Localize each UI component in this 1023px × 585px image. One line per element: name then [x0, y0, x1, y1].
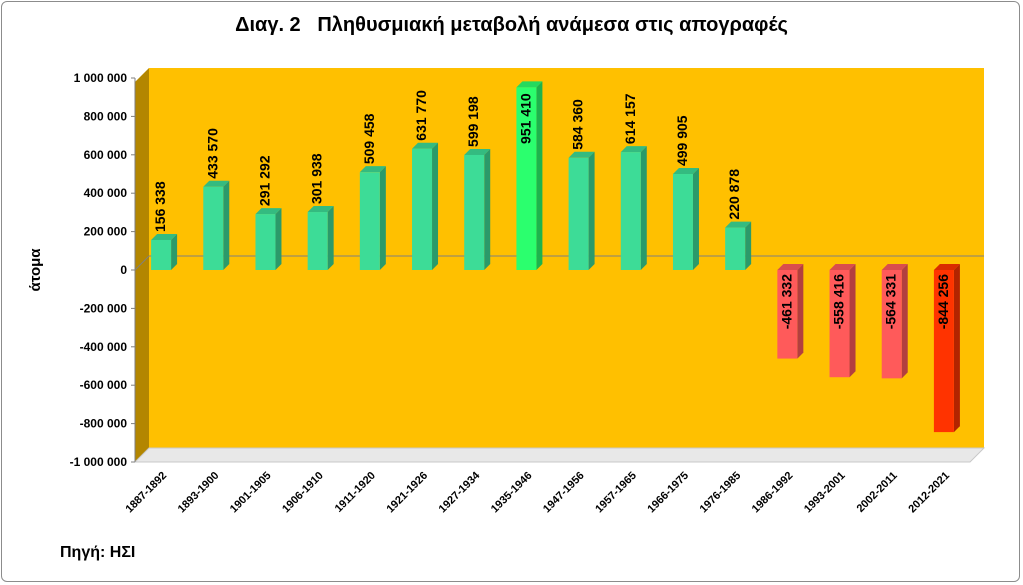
bar-top — [203, 180, 230, 187]
bar-side — [379, 166, 386, 270]
bar-side — [327, 206, 334, 270]
bar-side — [849, 264, 856, 378]
bar — [203, 186, 224, 270]
data-label: -564 331 — [883, 274, 899, 329]
bar-top — [881, 264, 908, 270]
bar — [777, 270, 798, 359]
x-tick-label: 1893-1900 — [176, 470, 222, 516]
data-label: 584 360 — [570, 99, 586, 150]
bar-top — [412, 142, 439, 149]
bar-top — [359, 166, 386, 173]
data-label: 509 458 — [361, 113, 377, 164]
y-axis-label: άτομα — [27, 248, 44, 292]
bar — [307, 212, 328, 270]
y-tick-label: 400 000 — [84, 186, 128, 200]
bar-top — [777, 264, 804, 270]
bar — [255, 214, 276, 270]
y-tick-label: 200 000 — [84, 225, 128, 239]
bar-side — [484, 148, 491, 270]
x-tick-label: 1887-1892 — [124, 470, 170, 516]
x-tick-label: 1966-1975 — [645, 470, 691, 516]
bar — [829, 270, 850, 378]
data-label: 291 292 — [256, 155, 272, 206]
data-label: -844 256 — [935, 274, 951, 329]
x-tick-label: 1901-1905 — [228, 470, 274, 516]
x-tick-label: 1911-1920 — [333, 470, 378, 515]
data-label: 499 905 — [674, 115, 690, 166]
data-label: -558 416 — [831, 274, 847, 329]
bar-side — [223, 180, 230, 270]
source-note: Πηγή: ΗΣΙ — [60, 544, 136, 561]
x-tick-label: 2012-2021 — [906, 470, 952, 516]
bar-top — [307, 206, 334, 213]
plot-back-wall — [149, 68, 984, 448]
data-label: -461 332 — [778, 274, 794, 329]
data-label: 951 410 — [517, 93, 533, 144]
bar — [568, 157, 589, 270]
data-label: 631 770 — [413, 90, 429, 141]
y-tick-label: -800 000 — [80, 417, 128, 431]
bar-side — [745, 221, 752, 270]
bar-top — [464, 148, 491, 155]
zero-line-side — [134, 255, 150, 271]
data-label: 301 938 — [309, 153, 325, 204]
x-tick-label: 1986-1992 — [750, 470, 796, 516]
bar-top — [933, 264, 960, 270]
bar — [151, 239, 172, 270]
y-tick-label: 1 000 000 — [74, 71, 128, 85]
y-tick-label: -200 000 — [80, 301, 128, 315]
x-tick-label: 1993-2001 — [802, 470, 848, 516]
bar-side — [171, 233, 178, 270]
bar-top — [620, 146, 647, 153]
x-tick-label: 1947-1956 — [541, 470, 587, 516]
x-tick-label: 2002-2011 — [855, 470, 900, 515]
y-tick-label: -600 000 — [80, 378, 128, 392]
bar — [516, 87, 537, 270]
bar — [620, 152, 641, 270]
bar-top — [725, 221, 752, 228]
x-tick-label: 1976-1985 — [698, 470, 744, 516]
bar-side — [692, 168, 699, 270]
x-tick-label: 1957-1965 — [593, 470, 639, 516]
bar-side — [432, 142, 439, 270]
plot-side-wall — [135, 68, 149, 462]
y-tick-label: -1 000 000 — [70, 455, 128, 469]
bar — [464, 154, 485, 270]
chart-title: Διαγ. 2 Πληθυσμιακή μεταβολή ανάμεσα στι… — [235, 14, 788, 36]
data-label: 220 878 — [726, 169, 742, 220]
bar-side — [901, 264, 908, 379]
bar-top — [255, 208, 282, 215]
bar-side — [953, 264, 960, 433]
data-label: 433 570 — [204, 128, 220, 179]
bar — [672, 174, 693, 270]
bar-top — [829, 264, 856, 270]
x-tick-label: 1906-1910 — [280, 470, 326, 516]
bar-side — [640, 146, 647, 270]
bar — [933, 270, 954, 433]
bar — [359, 172, 380, 270]
bar-top — [516, 81, 543, 88]
x-tick-label: 1935-1946 — [489, 470, 535, 516]
data-label: 614 157 — [622, 93, 638, 144]
bar-top — [151, 233, 178, 240]
data-label: 599 198 — [465, 96, 481, 147]
bar — [412, 148, 433, 270]
bar-top — [672, 168, 699, 175]
bar — [725, 227, 746, 270]
data-label: 156 338 — [152, 181, 168, 232]
bar — [881, 270, 902, 379]
y-tick-label: 800 000 — [84, 109, 128, 123]
bar-side — [797, 264, 804, 359]
x-tick-label: 1921-1926 — [384, 470, 430, 516]
y-tick-label: -400 000 — [80, 340, 128, 354]
plot-floor — [133, 447, 986, 463]
bar-side — [536, 81, 543, 270]
y-tick-label: 0 — [120, 263, 127, 277]
x-tick-label: 1927-1934 — [437, 469, 483, 515]
bar-top — [568, 151, 595, 158]
bar-side — [588, 151, 595, 270]
y-tick-label: 600 000 — [84, 148, 128, 162]
bar-side — [275, 208, 282, 270]
